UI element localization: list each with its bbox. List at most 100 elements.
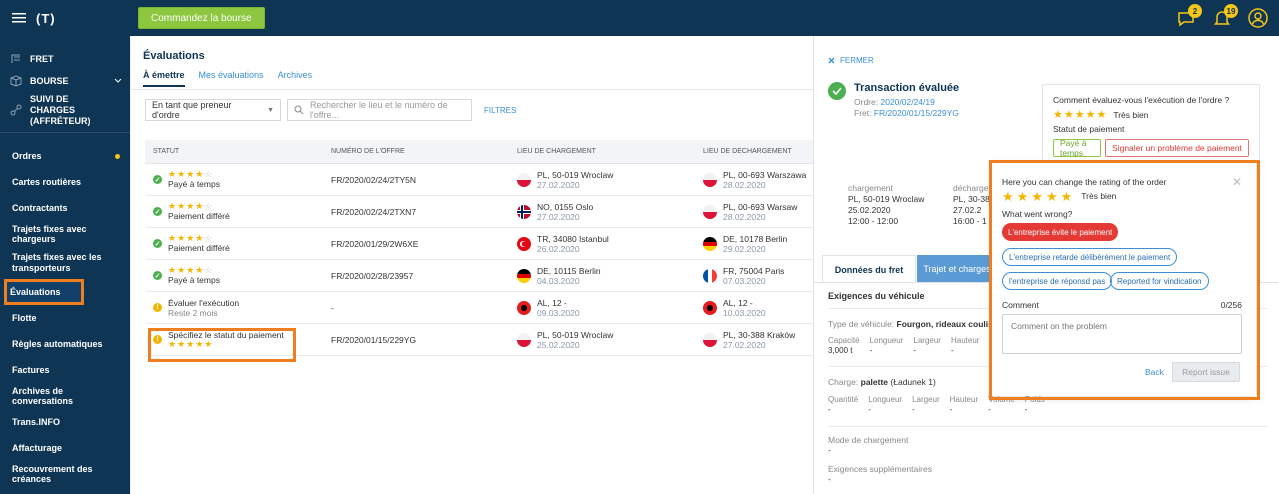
- sidebar-item-label: SUIVI DE CHARGES (AFFRÉTEUR): [30, 93, 91, 126]
- spec-label: Hauteur: [949, 395, 979, 404]
- filters-link[interactable]: FILTRES: [484, 106, 517, 115]
- spec-label: Quantité: [828, 395, 859, 404]
- loading-mode-label: Mode de chargement: [828, 435, 909, 445]
- vehicle-type-value: Fourgon, rideaux couliss: [896, 319, 998, 329]
- warning-icon: !: [153, 303, 162, 312]
- check-icon: [828, 82, 846, 100]
- vehicle-type-label: Type de véhicule:: [828, 319, 895, 329]
- unloading-place: PL, 30-388 Kraków: [723, 329, 796, 340]
- spec-value: -: [913, 346, 917, 355]
- tab-my-evaluations[interactable]: Mes évaluations: [198, 70, 264, 80]
- spec-value: -: [1024, 405, 1028, 414]
- offer-number-cell[interactable]: FR/2020/01/15/229YG: [331, 334, 417, 345]
- offer-number-cell[interactable]: FR/2020/01/29/2W6XE: [331, 238, 419, 249]
- popup-rating-stars[interactable]: ★★★★★ Très bien: [1002, 190, 1116, 203]
- report-issue-button[interactable]: Report issue: [1172, 362, 1240, 382]
- loading-place: TR, 34080 Istanbul: [537, 233, 609, 244]
- tab-route-charges[interactable]: Trajet et charges: [917, 255, 997, 283]
- table-row[interactable]: ! Spécifiez le statut du paiement ★★★★★ F…: [145, 324, 813, 356]
- flag-tr-icon: [517, 236, 531, 251]
- table-row[interactable]: ! Évaluer l'exécution Reste 2 mois - AL, …: [145, 292, 813, 324]
- offer-number-cell[interactable]: FR/2020/02/24/2TXN7: [331, 206, 417, 217]
- reason-chip-avoids-payment[interactable]: L'entreprise évite le paiement: [1002, 223, 1119, 241]
- loading-label: chargement: [848, 183, 893, 193]
- messages-icon[interactable]: 2: [1175, 4, 1202, 29]
- tab-archives[interactable]: Archives: [277, 70, 313, 80]
- loading-place: PL, 50-019 Wroclaw: [537, 329, 614, 340]
- check-icon: ✓: [153, 239, 162, 248]
- loading-place: DE, 10115 Berlin: [537, 265, 601, 276]
- flag-al-icon: [703, 300, 717, 315]
- comment-textarea[interactable]: [1002, 314, 1242, 354]
- rating-stars[interactable]: ★★★★★ Très bien: [1053, 109, 1249, 120]
- close-icon: [828, 57, 835, 64]
- loading-place-cell: DE, 10115 Berlin 04.03.2020: [517, 266, 703, 286]
- unloading-place-cell: FR, 75004 Paris 07.03.2020: [703, 266, 813, 286]
- flag-pl-icon: [703, 172, 717, 187]
- sidebar-item-ordres[interactable]: Ordres: [0, 143, 130, 169]
- unloading-place-cell: PL, 00-693 Warsaw 28.02.2020: [703, 202, 813, 222]
- reason-chip-no-response[interactable]: l'entreprise de réponsd pas: [1002, 272, 1113, 290]
- spec-cell: Largeur -: [912, 395, 940, 415]
- logo[interactable]: (T): [36, 10, 56, 26]
- tab-freight-data[interactable]: Données du fret: [822, 255, 916, 283]
- role-select[interactable]: En tant que preneur d'ordre ▼: [145, 99, 281, 121]
- report-payment-problem-button[interactable]: Signaler un problème de paiement: [1105, 139, 1249, 157]
- sidebar-divider: [0, 132, 130, 133]
- offer-number-cell[interactable]: FR/2020/02/24/2TY5N: [331, 174, 417, 185]
- order-link[interactable]: 2020/02/24/19: [880, 97, 935, 107]
- sidebar-item-label: Archives de conversations: [12, 386, 74, 406]
- search-placeholder: Rechercher le lieu et le numéro de l'off…: [310, 100, 448, 120]
- close-button[interactable]: FERMER: [828, 56, 874, 65]
- sidebar-item-label: Recouvrement des créances: [12, 464, 93, 484]
- sidebar-item-fleet[interactable]: Flotte: [0, 305, 130, 331]
- order-exchange-button[interactable]: Commandez la bourse: [138, 7, 265, 29]
- tab-to-issue[interactable]: À émettre: [143, 70, 185, 87]
- loading-mode: Mode de chargement -: [828, 435, 908, 455]
- reason-chip-delays-payment[interactable]: L'entreprise retarde délibérément le pai…: [1002, 248, 1178, 266]
- highlight-box: [989, 160, 1260, 400]
- paid-on-time-button[interactable]: Payé à temps: [1053, 138, 1102, 158]
- user-avatar-icon[interactable]: [1247, 7, 1269, 29]
- offer-number-cell[interactable]: FR/2020/02/28/23957: [331, 270, 414, 281]
- sidebar-item-debt-collection[interactable]: Recouvrement des créances: [0, 461, 130, 487]
- sidebar-item-tracking[interactable]: SUIVI DE CHARGES (AFFRÉTEUR): [0, 92, 130, 128]
- unloading-date: 27.02.2020: [723, 339, 766, 350]
- sidebar-item-fixed-routes-carriers[interactable]: Trajets fixes avec les transporteurs: [0, 247, 130, 279]
- search-input[interactable]: Rechercher le lieu et le numéro de l'off…: [287, 99, 472, 121]
- close-icon[interactable]: ✕: [1231, 175, 1242, 189]
- sidebar-item-route-maps[interactable]: Cartes routières: [0, 169, 130, 195]
- sidebar-item-fret[interactable]: FRET: [0, 48, 130, 70]
- table-row[interactable]: ✓ ★★★★☆ Payé à temps FR/2020/02/24/2TY5N …: [145, 164, 813, 196]
- menu-icon[interactable]: [12, 13, 26, 23]
- table-row[interactable]: ✓ ★★★★☆ Paiement différé FR/2020/02/24/2T…: [145, 196, 813, 228]
- table-row[interactable]: ✓ ★★★★☆ Paiement différé FR/2020/01/29/2W…: [145, 228, 813, 260]
- role-select-value: En tant que preneur d'ordre: [152, 100, 232, 120]
- sidebar-item-conversation-archive[interactable]: Archives de conversations: [0, 383, 130, 409]
- sidebar-item-auto-rules[interactable]: Règles automatiques: [0, 331, 130, 357]
- messages-badge: 2: [1188, 4, 1202, 18]
- unloading-place: FR, 75004 Paris: [723, 265, 785, 276]
- order-label: Ordre:: [854, 97, 879, 107]
- sidebar-item-evaluations[interactable]: Évaluations: [4, 279, 84, 305]
- reason-chip-vindication[interactable]: Reported for vindication: [1110, 272, 1209, 290]
- offer-number-cell[interactable]: -: [331, 302, 334, 313]
- close-label: FERMER: [840, 56, 874, 65]
- back-button[interactable]: Back: [1145, 367, 1164, 377]
- notifications-icon[interactable]: 19: [1211, 4, 1238, 29]
- fret-link[interactable]: FR/2020/01/15/229YG: [873, 108, 959, 118]
- table-row[interactable]: ✓ ★★★★☆ Payé à temps FR/2020/02/28/23957 …: [145, 260, 813, 292]
- sidebar-item-invoices[interactable]: Factures: [0, 357, 130, 383]
- spec-value: -: [949, 405, 953, 414]
- sidebar-item-contractors[interactable]: Contractants: [0, 195, 130, 221]
- sidebar-item-bourse[interactable]: BOURSE: [0, 70, 130, 92]
- sidebar-item-factoring[interactable]: Affacturage: [0, 435, 130, 461]
- spec-label: Longueur: [868, 395, 903, 404]
- spec-label: Capacité: [828, 336, 860, 345]
- sidebar-item-fixed-routes-shippers[interactable]: Trajets fixes avec chargeurs: [0, 221, 130, 247]
- sidebar-item-trans-info[interactable]: Trans.INFO: [0, 409, 130, 435]
- what-went-wrong-label: What went wrong?: [1002, 209, 1073, 219]
- capacity-grid: Capacité 3,000 t Longueur - Largeur - Hauteur -: [828, 336, 979, 356]
- flag-al-icon: [517, 300, 531, 315]
- sidebar-item-label: Trajets fixes avec les transporteurs: [12, 252, 102, 273]
